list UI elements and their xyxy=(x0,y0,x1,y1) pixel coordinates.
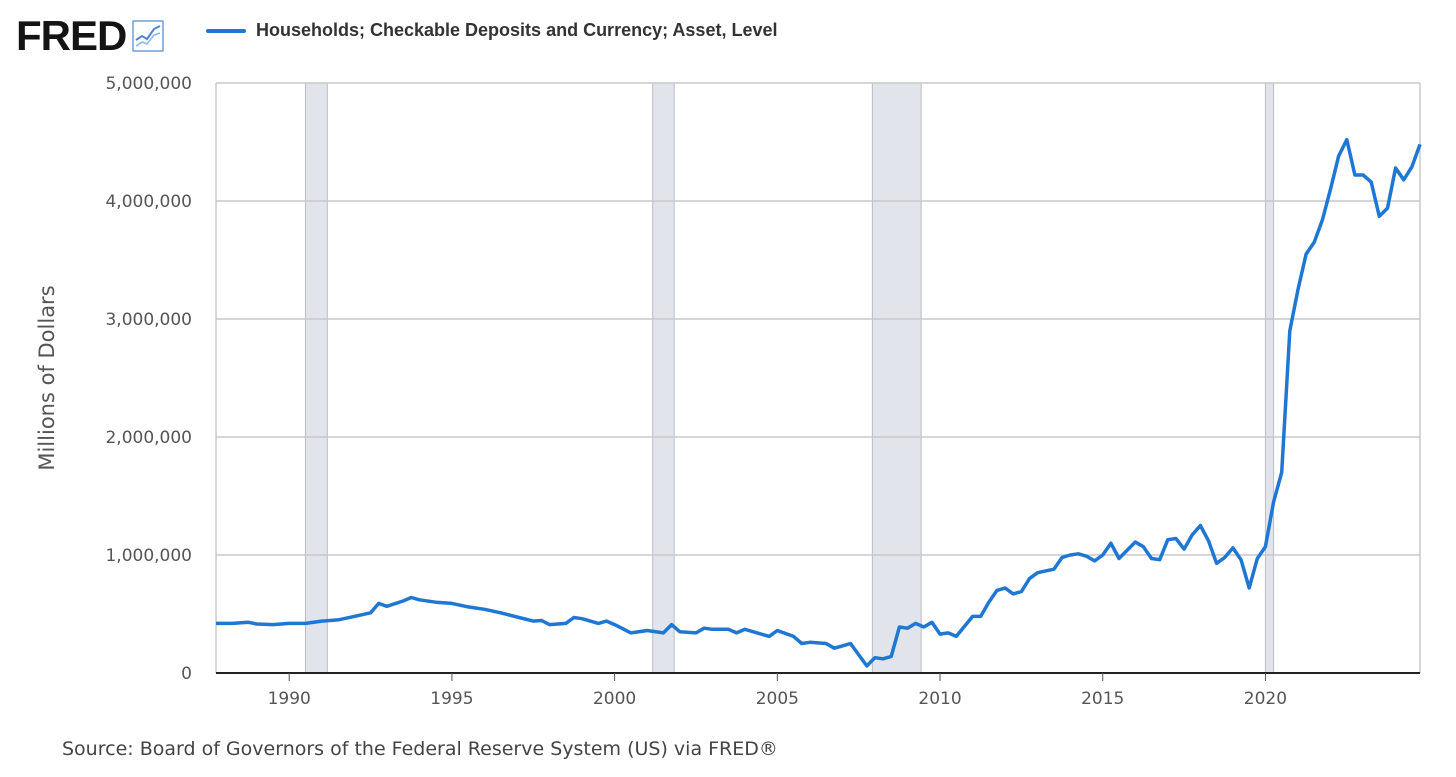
x-tick-label: 1995 xyxy=(430,689,473,709)
legend: Households; Checkable Deposits and Curre… xyxy=(206,20,777,41)
y-tick-label: 3,000,000 xyxy=(105,310,192,330)
series-layer xyxy=(216,137,1422,668)
recession-band xyxy=(304,82,328,674)
x-tick-label: 1990 xyxy=(268,689,311,709)
recession-bands xyxy=(304,82,1275,674)
recession-band xyxy=(871,82,922,674)
x-tick-label: 2020 xyxy=(1244,689,1287,709)
y-tick-label: 2,000,000 xyxy=(105,428,192,448)
legend-swatch xyxy=(206,28,246,33)
axes: 0 1,000,000 2,000,000 3,000,000 4,000,000 5,0… xyxy=(105,74,1421,709)
x-tick-label: 2015 xyxy=(1081,689,1124,709)
chart-frame xyxy=(8,8,1448,777)
y-tick-label: 0 xyxy=(181,664,192,684)
y-tick-label: 4,000,000 xyxy=(105,192,192,212)
legend-label: Households; Checkable Deposits and Curre… xyxy=(256,20,778,40)
y-tick-label: 1,000,000 xyxy=(105,546,192,566)
x-tick-label: 2005 xyxy=(756,689,799,709)
recession-band xyxy=(652,82,675,674)
fred-logo-link[interactable]: FRED xyxy=(16,12,165,60)
x-tick-label: 2000 xyxy=(593,689,636,709)
y-tick-label: 5,000,000 xyxy=(105,74,192,94)
line-chart-icon xyxy=(132,20,165,52)
source-note: Source: Board of Governors of the Federa… xyxy=(62,738,778,760)
gridlines xyxy=(216,82,1420,556)
fred-logo: FRED xyxy=(16,12,127,59)
series-line[interactable] xyxy=(216,137,1422,668)
x-tick-label: 2010 xyxy=(918,689,961,709)
y-axis-title: Millions of Dollars xyxy=(35,285,59,470)
recession-band xyxy=(1264,82,1275,674)
